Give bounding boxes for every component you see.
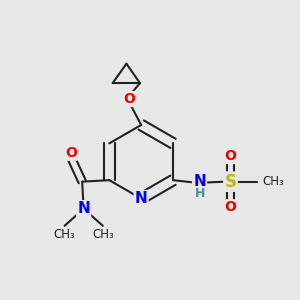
Text: CH₃: CH₃ [92, 228, 114, 241]
Text: CH₃: CH₃ [262, 175, 284, 188]
Text: O: O [65, 146, 77, 160]
Text: S: S [224, 173, 236, 191]
Text: O: O [224, 149, 236, 163]
Text: CH₃: CH₃ [54, 228, 75, 241]
Text: O: O [224, 200, 236, 214]
Text: N: N [193, 174, 206, 189]
Text: O: O [123, 92, 135, 106]
Text: N: N [135, 191, 148, 206]
Text: H: H [195, 187, 205, 200]
Text: N: N [77, 201, 90, 216]
